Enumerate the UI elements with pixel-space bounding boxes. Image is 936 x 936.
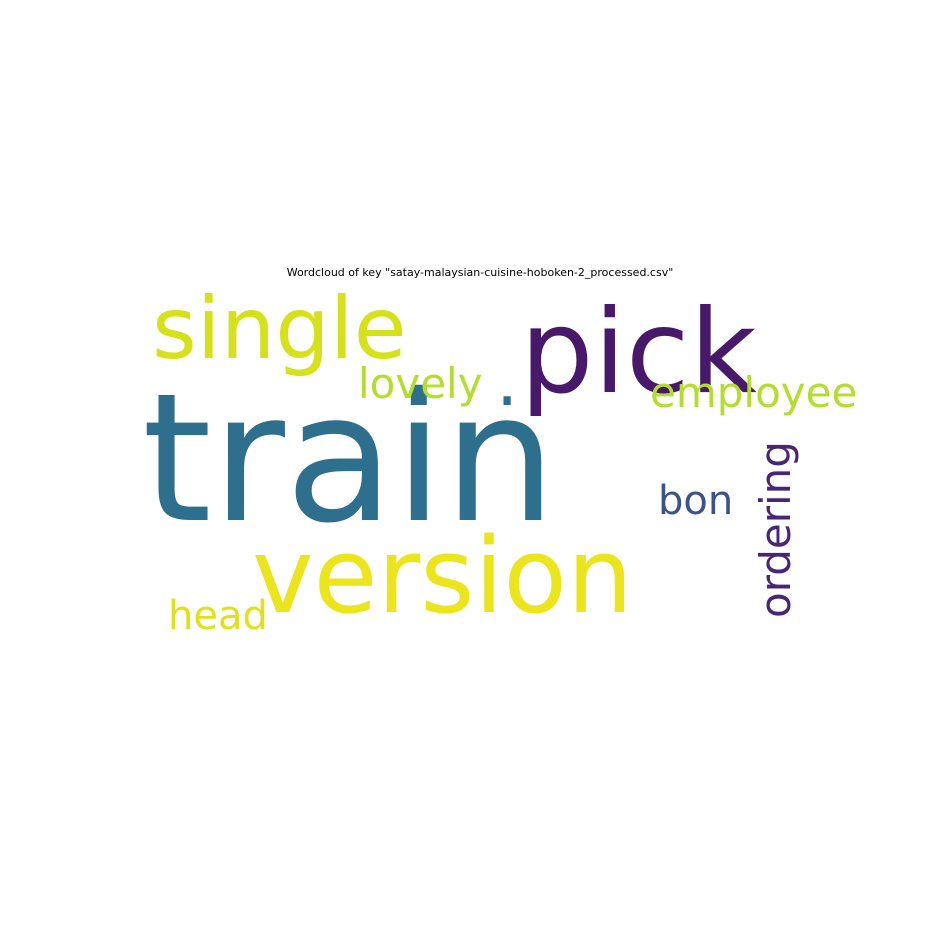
word-version: version [252,515,633,637]
word-employee: employee [650,368,857,417]
chart-title: Wordcloud of key "satay-malaysian-cuisin… [286,266,674,279]
word-bon: bon [658,478,733,524]
word-head: head [168,593,268,639]
word-ordering: ordering [751,441,800,618]
word-train: train [142,355,556,562]
word-pick: pick [520,285,757,420]
word-dot: . [496,340,518,422]
word-single: single [152,279,407,379]
word-lovely: lovely [358,359,483,408]
